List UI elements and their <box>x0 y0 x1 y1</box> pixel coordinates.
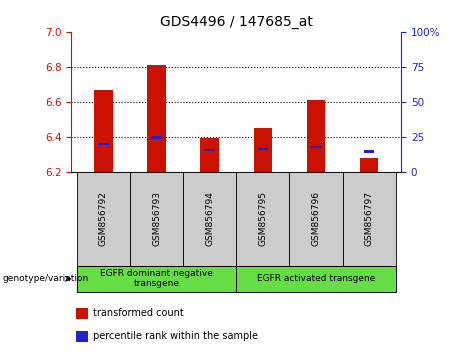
Bar <box>94 90 112 172</box>
Text: EGFR activated transgene: EGFR activated transgene <box>257 274 375 283</box>
Bar <box>201 138 219 172</box>
Bar <box>147 65 166 172</box>
Text: GSM856794: GSM856794 <box>205 191 214 246</box>
Bar <box>98 143 109 145</box>
Text: genotype/variation: genotype/variation <box>2 274 89 283</box>
Text: transformed count: transformed count <box>93 308 184 318</box>
Text: GSM856797: GSM856797 <box>365 191 374 246</box>
Text: GSM856795: GSM856795 <box>258 191 267 246</box>
Text: GSM856793: GSM856793 <box>152 191 161 246</box>
Bar <box>307 100 325 172</box>
Text: EGFR dominant negative
transgene: EGFR dominant negative transgene <box>100 269 213 289</box>
Title: GDS4496 / 147685_at: GDS4496 / 147685_at <box>160 16 313 29</box>
Bar <box>151 137 162 139</box>
Bar <box>254 128 272 172</box>
Text: GSM856796: GSM856796 <box>312 191 320 246</box>
Bar <box>258 148 268 150</box>
Text: GSM856792: GSM856792 <box>99 191 108 246</box>
Bar <box>204 149 215 151</box>
Bar <box>360 158 378 172</box>
Text: percentile rank within the sample: percentile rank within the sample <box>93 331 258 341</box>
Bar <box>364 150 374 153</box>
Bar <box>311 146 321 148</box>
